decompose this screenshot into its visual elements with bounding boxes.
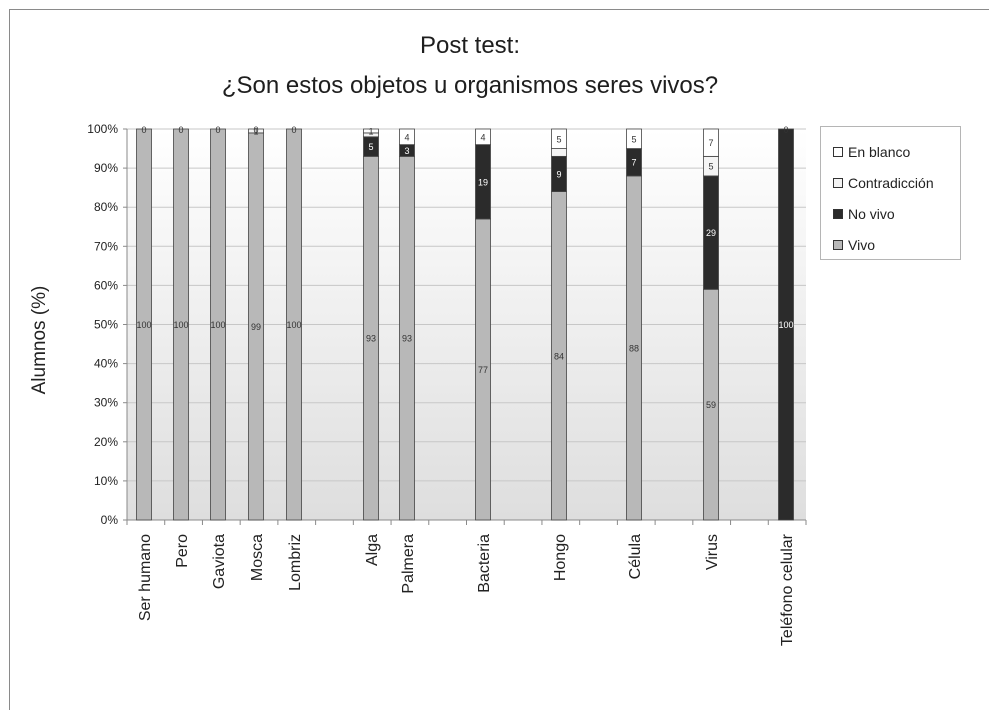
- data-label: 7: [708, 138, 713, 148]
- y-tick-label: 40%: [94, 357, 118, 371]
- data-label: 93: [402, 334, 412, 344]
- data-label: 4: [404, 132, 409, 142]
- x-category-label: Teléfono celular: [779, 533, 796, 646]
- x-category-label: Ser humano: [137, 534, 154, 621]
- y-tick-label: 20%: [94, 435, 118, 449]
- bar-group: 100 0: [778, 125, 794, 521]
- bar-group: 84 9 5: [551, 128, 567, 521]
- y-tick-label: 70%: [94, 239, 118, 253]
- x-category-label: Gaviota: [211, 534, 228, 589]
- y-tick-label: 90%: [94, 161, 118, 175]
- bar-group: 59 29 5 7: [703, 128, 719, 521]
- bar-group: 88 7 5: [626, 128, 642, 521]
- data-label: 88: [629, 343, 639, 353]
- bar-segment: [778, 128, 794, 521]
- data-label: 3: [404, 146, 409, 156]
- legend-item: No vivo: [821, 198, 960, 229]
- data-label: 0: [178, 125, 183, 135]
- data-label: 5: [631, 134, 636, 144]
- legend-item: Vivo: [821, 229, 960, 260]
- data-label: 99: [251, 322, 261, 332]
- legend-swatch: [833, 208, 843, 219]
- chart-subtitle: ¿Son estos objetos u organismos seres vi…: [221, 72, 719, 99]
- x-category-label: Palmera: [400, 534, 417, 594]
- legend-label: Vivo: [848, 236, 875, 253]
- data-label: 100: [286, 320, 301, 330]
- bar-group: 93 5 1: [363, 126, 379, 521]
- bar-segment: [626, 128, 642, 149]
- data-label: 0: [783, 125, 788, 135]
- chart-title: Post test:: [419, 32, 521, 59]
- bar-group: 100 0: [286, 125, 302, 521]
- legend-item: Contradicción: [821, 167, 960, 198]
- y-tick-label: 50%: [94, 318, 118, 332]
- data-label: 9: [556, 169, 561, 179]
- bar-group: 100 0: [210, 125, 226, 521]
- data-label: 84: [554, 351, 564, 361]
- legend-swatch: [833, 146, 843, 157]
- y-tick-label: 100%: [87, 122, 118, 136]
- x-category-label: Mosca: [249, 534, 266, 581]
- bar-group: 100 0: [136, 125, 152, 521]
- data-label: 59: [706, 400, 716, 410]
- data-label: 77: [478, 365, 488, 375]
- bar-group: 99 10: [248, 125, 264, 521]
- x-category-label: Lombriz: [287, 534, 304, 591]
- bar-segment: [136, 128, 152, 521]
- bar-segment: [363, 128, 379, 134]
- data-label: 1: [253, 126, 258, 136]
- legend-label: No vivo: [848, 205, 895, 222]
- data-label: 5: [556, 134, 561, 144]
- bar-segment: [210, 128, 226, 521]
- data-label: 0: [141, 125, 146, 135]
- x-category-label: Alga: [364, 534, 381, 566]
- bar-segment: [703, 128, 719, 157]
- legend-label: Contradicción: [848, 174, 934, 191]
- data-label: 29: [706, 228, 716, 238]
- y-tick-label: 60%: [94, 278, 118, 292]
- frame-left-border: [9, 9, 10, 710]
- data-label: 93: [366, 334, 376, 344]
- data-label: 5: [708, 162, 713, 172]
- x-category-label: Célula: [627, 534, 644, 579]
- bar-segment: [286, 128, 302, 521]
- legend-item: En blanco: [821, 136, 960, 167]
- data-label: 19: [478, 177, 488, 187]
- bar-segment: [248, 128, 264, 134]
- data-label: 100: [778, 320, 793, 330]
- data-label: 100: [210, 320, 225, 330]
- data-label: 0: [253, 125, 258, 135]
- legend-swatch: [833, 177, 843, 188]
- data-label: 1: [368, 126, 373, 136]
- bar-group: 77 19 4: [475, 128, 491, 521]
- legend-swatch: [833, 239, 843, 250]
- x-category-label: Bacteria: [476, 534, 493, 593]
- x-category-label: Hongo: [552, 534, 569, 581]
- bar-segment: [551, 128, 567, 149]
- y-tick-label: 30%: [94, 396, 118, 410]
- data-label: 5: [368, 142, 373, 152]
- bar-segment: [399, 128, 415, 146]
- bar-segment: [173, 128, 189, 521]
- x-category-label: Pero: [174, 534, 191, 568]
- legend-label: En blanco: [848, 143, 911, 160]
- x-category-label: Virus: [704, 534, 721, 570]
- data-label: 0: [291, 125, 296, 135]
- y-tick-label: 10%: [94, 474, 118, 488]
- data-label: 100: [173, 320, 188, 330]
- y-tick-label: 0%: [101, 513, 119, 527]
- legend: En blanco Contradicción No vivo Vivo: [820, 126, 961, 260]
- data-label: 4: [480, 132, 485, 142]
- bar-segment: [551, 148, 567, 157]
- y-tick-label: 80%: [94, 200, 118, 214]
- bar-segment: [475, 128, 491, 146]
- frame-top-border: [10, 9, 989, 10]
- bar-group: 93 3 4: [399, 128, 415, 521]
- bar-group: 100 0: [173, 125, 189, 521]
- data-label: 100: [136, 320, 151, 330]
- data-label: 0: [215, 125, 220, 135]
- data-label: 7: [631, 158, 636, 168]
